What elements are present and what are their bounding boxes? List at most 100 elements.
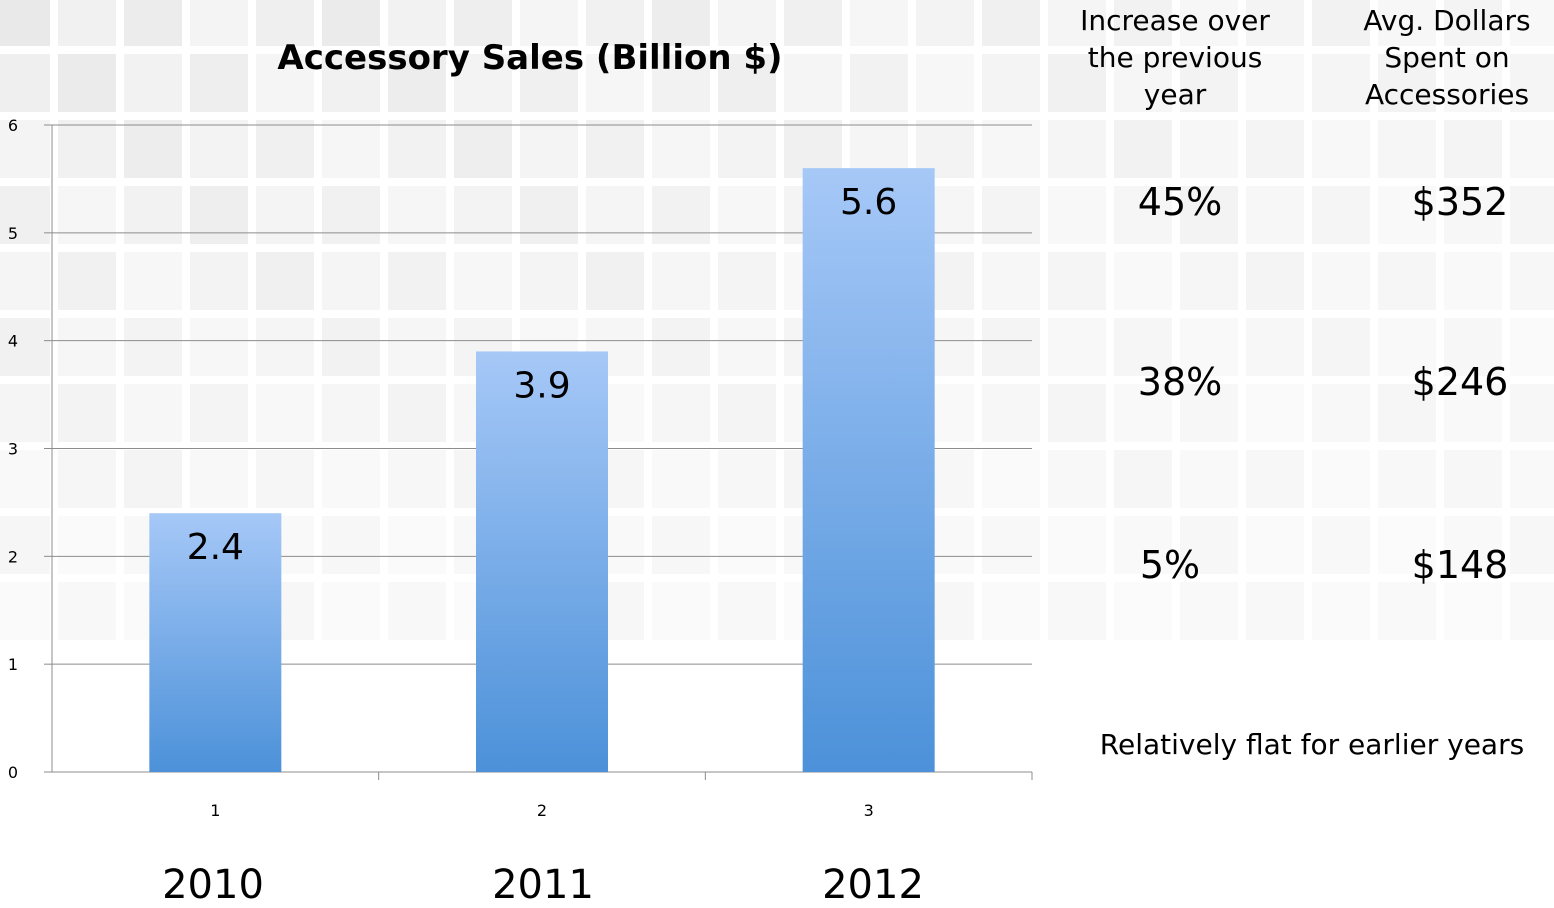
background-tile <box>190 186 248 244</box>
background-tile <box>1114 186 1172 244</box>
background-tile <box>0 384 50 442</box>
background-tile <box>322 516 380 574</box>
x-tick-label: 2 <box>537 801 547 820</box>
background-tile <box>1246 384 1304 442</box>
background-tile <box>1510 384 1554 442</box>
background-tile <box>1378 450 1436 508</box>
background-tile <box>1180 582 1238 640</box>
background-tile <box>1114 516 1172 574</box>
background-tile <box>652 252 710 310</box>
background-tile <box>58 252 116 310</box>
background-tile <box>256 384 314 442</box>
background-tile <box>1444 318 1502 376</box>
background-tile <box>190 318 248 376</box>
background-tile <box>850 0 908 46</box>
background-tile <box>586 54 644 112</box>
background-tile <box>190 120 248 178</box>
background-tile <box>652 450 710 508</box>
background-tile <box>586 0 644 46</box>
background-tile <box>982 54 1040 112</box>
background-tile <box>322 450 380 508</box>
background-tile <box>586 120 644 178</box>
background-tile <box>1378 0 1436 46</box>
background-tile <box>1312 516 1370 574</box>
background-tile <box>322 318 380 376</box>
background-tile <box>652 384 710 442</box>
background-tile <box>1180 450 1238 508</box>
background-tile <box>454 120 512 178</box>
background-tile <box>124 318 182 376</box>
background-tile <box>1510 54 1554 112</box>
background-tile <box>1048 450 1106 508</box>
background-tile <box>58 186 116 244</box>
background-tile <box>1378 54 1436 112</box>
background-tile <box>124 0 182 46</box>
background-tile <box>1510 450 1554 508</box>
bar-data-label: 3.9 <box>513 365 570 406</box>
background-tile <box>1180 0 1238 46</box>
background-tile <box>1246 186 1304 244</box>
background-tile <box>1312 54 1370 112</box>
background-tile <box>388 54 446 112</box>
background-tile <box>58 384 116 442</box>
bar-data-label: 5.6 <box>840 182 897 223</box>
background-tile <box>124 384 182 442</box>
background-tile <box>916 54 974 112</box>
background-tile <box>718 186 776 244</box>
background-tile <box>454 54 512 112</box>
background-tile <box>982 252 1040 310</box>
background-tile <box>0 120 50 178</box>
background-tile <box>58 0 116 46</box>
background-tile <box>322 384 380 442</box>
background-tile <box>1312 186 1370 244</box>
background-tile <box>388 582 446 640</box>
background-tile <box>190 0 248 46</box>
background-tile <box>1048 120 1106 178</box>
background-tile <box>1180 318 1238 376</box>
background-tile <box>124 120 182 178</box>
background-tile <box>652 516 710 574</box>
background-tile <box>1444 450 1502 508</box>
background-tile <box>0 318 50 376</box>
y-tick-label: 5 <box>8 224 18 243</box>
background-tile <box>1048 384 1106 442</box>
background-tile <box>388 186 446 244</box>
background-tile <box>0 0 50 46</box>
background-tile <box>58 318 116 376</box>
background-tile <box>454 252 512 310</box>
background-tile <box>1312 120 1370 178</box>
background-tile <box>982 384 1040 442</box>
background-tile <box>1246 120 1304 178</box>
bar-data-label: 2.4 <box>187 527 244 568</box>
background-tile <box>1510 516 1554 574</box>
background-tile <box>652 582 710 640</box>
background-tile <box>388 384 446 442</box>
background-tile <box>388 252 446 310</box>
chart-title: Accessory Sales (Billion $) <box>277 38 783 78</box>
background-tile <box>1114 120 1172 178</box>
background-tile <box>322 54 380 112</box>
background-tile <box>388 0 446 46</box>
background-tile <box>916 0 974 46</box>
background-tile <box>0 186 50 244</box>
background-tile <box>982 120 1040 178</box>
background-tile <box>520 120 578 178</box>
background-tile <box>454 186 512 244</box>
background-tile <box>1114 54 1172 112</box>
background-tile <box>388 450 446 508</box>
background-tile <box>1048 54 1106 112</box>
background-tile <box>1246 450 1304 508</box>
background-tile <box>1180 384 1238 442</box>
background-tile <box>1246 516 1304 574</box>
background-tile <box>652 318 710 376</box>
background-tile <box>58 120 116 178</box>
background-tile <box>1048 186 1106 244</box>
background-tile <box>1378 318 1436 376</box>
background-tile <box>0 516 50 574</box>
background-tile <box>190 450 248 508</box>
background-tile <box>1246 318 1304 376</box>
background-tile <box>1510 318 1554 376</box>
background-tile <box>1444 0 1502 46</box>
background-tile <box>1312 384 1370 442</box>
background-tile <box>1444 252 1502 310</box>
